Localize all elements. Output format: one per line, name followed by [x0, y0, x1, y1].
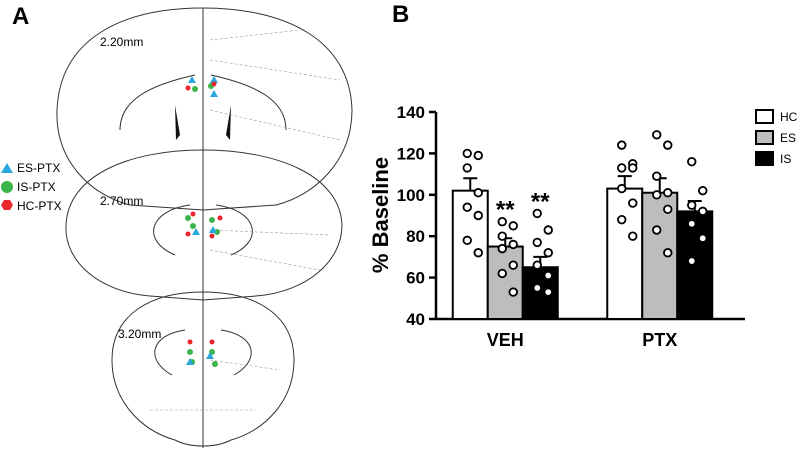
ventricle	[153, 204, 253, 256]
data-point	[508, 239, 518, 250]
data-point	[532, 283, 542, 293]
section-label: 2.20mm	[100, 35, 143, 49]
data-point	[473, 188, 483, 198]
data-point	[497, 231, 507, 241]
placements	[185, 76, 223, 367]
data-point	[628, 163, 638, 173]
bar	[486, 245, 524, 320]
data-point	[462, 202, 472, 212]
section-label: 2.70mm	[100, 194, 143, 208]
legend-marker	[1, 200, 13, 210]
y-tick-label: 60	[406, 269, 425, 288]
y-tick-label: 140	[397, 103, 425, 122]
data-point	[532, 260, 542, 270]
data-point	[532, 237, 542, 248]
data-point	[617, 140, 627, 150]
data-point	[687, 200, 697, 210]
data-point	[652, 190, 662, 200]
x-tick-label: PTX	[642, 330, 677, 350]
data-point	[687, 156, 697, 167]
data-point	[543, 225, 553, 235]
legend-swatch	[755, 109, 774, 124]
legend-label: HC	[780, 110, 798, 124]
data-point	[508, 287, 518, 297]
atlas-line	[150, 29, 341, 411]
data-point	[508, 260, 518, 270]
data-point	[543, 270, 553, 281]
data-point	[652, 225, 662, 235]
bar	[676, 210, 714, 320]
data-point	[497, 217, 507, 227]
data-point	[698, 185, 708, 196]
bar	[641, 191, 679, 320]
legend-label: IS-PTX	[17, 180, 56, 194]
section-outline	[65, 149, 343, 301]
y-axis-label: % Baseline	[368, 157, 393, 273]
data-point	[687, 219, 697, 229]
legend-swatch	[755, 151, 774, 166]
data-point	[532, 208, 542, 219]
data-point	[663, 204, 673, 214]
legend-marker	[1, 181, 13, 193]
atlas: A 2.20mm 2.70mm 3.20mm ES-PTX IS-PTX HC-…	[1, 3, 353, 448]
bar	[606, 187, 644, 320]
data-point	[473, 150, 483, 161]
data-point	[698, 206, 708, 217]
data-point	[698, 233, 708, 243]
panel-label: B	[392, 1, 409, 28]
data-point	[652, 171, 662, 181]
data-point	[663, 188, 673, 198]
data-point	[497, 268, 507, 279]
data-point	[617, 214, 627, 225]
y-tick-label: 100	[397, 186, 425, 205]
data-point	[462, 163, 472, 173]
data-point	[473, 248, 483, 258]
data-point	[652, 130, 662, 140]
data-point	[508, 221, 518, 231]
section-label: 3.20mm	[118, 327, 161, 341]
data-point	[617, 163, 627, 173]
significance: **	[531, 188, 550, 215]
x-tick-label: VEH	[487, 330, 524, 350]
legend-label: HC-PTX	[17, 199, 62, 213]
error-bar	[463, 177, 478, 191]
ventricle	[119, 74, 287, 131]
legend-swatch	[755, 130, 774, 145]
data-point	[663, 248, 673, 258]
data-point	[462, 235, 472, 246]
data-point	[617, 183, 627, 194]
legend-label: IS	[780, 152, 791, 166]
ventricle	[154, 329, 252, 376]
data-point	[543, 287, 553, 297]
significance: **	[496, 197, 515, 224]
data-point	[628, 231, 638, 241]
legend-label: ES-PTX	[17, 161, 60, 175]
legend-marker	[1, 163, 13, 173]
y-tick-label: 120	[397, 144, 425, 163]
data-point	[543, 248, 553, 258]
data-point	[473, 210, 483, 221]
y-tick-label: 80	[406, 227, 425, 246]
data-point	[687, 256, 697, 266]
data-point	[497, 243, 507, 254]
y-tick-label: 40	[406, 310, 425, 329]
data-point	[628, 198, 638, 208]
legend-label: ES	[780, 131, 796, 145]
data-point	[462, 148, 472, 159]
data-point	[663, 140, 673, 150]
panel-label: A	[12, 3, 29, 30]
